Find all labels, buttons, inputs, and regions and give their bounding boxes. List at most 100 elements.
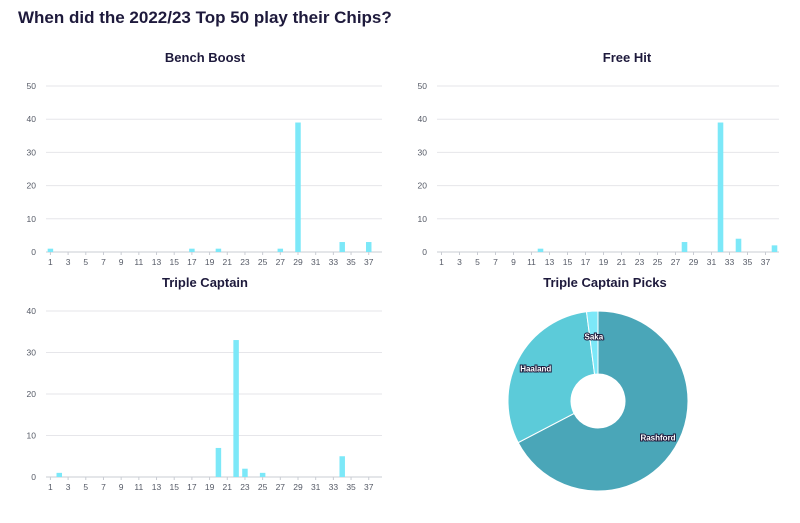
y-tick-label: 0 (422, 247, 427, 257)
x-tick-label: 1 (48, 482, 53, 492)
bar-12 (537, 248, 544, 252)
x-tick-label: 25 (258, 257, 268, 267)
chart-title: Triple Captain Picks (543, 275, 667, 290)
y-tick-label: 30 (27, 147, 37, 157)
x-tick-label: 35 (743, 257, 753, 267)
pie-label: Haaland (520, 365, 551, 374)
bar-20 (215, 248, 222, 252)
x-tick-label: 15 (169, 257, 179, 267)
bar-29 (295, 122, 301, 253)
y-tick-label: 30 (418, 147, 428, 157)
x-tick-label: 13 (545, 257, 555, 267)
bar-25 (259, 472, 266, 477)
y-tick-label: 20 (27, 389, 37, 399)
x-tick-label: 7 (493, 257, 498, 267)
bar-17 (189, 248, 195, 252)
x-tick-label: 17 (187, 482, 197, 492)
chart-title: Bench Boost (165, 50, 246, 65)
x-tick-label: 13 (152, 257, 162, 267)
x-tick-label: 35 (346, 482, 356, 492)
x-tick-label: 29 (293, 257, 303, 267)
bar-27 (277, 248, 284, 252)
y-tick-label: 10 (27, 214, 37, 224)
x-tick-label: 21 (223, 482, 233, 492)
x-tick-label: 27 (276, 257, 286, 267)
pie-slice-rashford (517, 310, 689, 492)
pie-label: Rashford (640, 433, 675, 442)
chart-title: Free Hit (603, 50, 652, 65)
x-tick-label: 5 (83, 482, 88, 492)
x-tick-label: 31 (311, 482, 321, 492)
x-tick-label: 37 (364, 257, 374, 267)
x-tick-label: 25 (653, 257, 663, 267)
x-tick-label: 1 (439, 257, 444, 267)
x-tick-label: 19 (205, 257, 215, 267)
bar-23 (242, 468, 248, 477)
x-tick-label: 5 (475, 257, 480, 267)
y-tick-label: 40 (27, 114, 37, 124)
y-tick-label: 20 (27, 181, 37, 191)
x-tick-label: 31 (311, 257, 321, 267)
bar-32 (717, 122, 724, 253)
x-tick-label: 23 (635, 257, 645, 267)
pie-slice-saka (585, 310, 599, 375)
y-tick-label: 0 (31, 247, 36, 257)
x-tick-label: 21 (617, 257, 627, 267)
x-tick-label: 27 (671, 257, 681, 267)
x-tick-label: 31 (707, 257, 717, 267)
x-tick-label: 15 (169, 482, 179, 492)
y-tick-label: 50 (27, 81, 37, 91)
bar-37 (365, 242, 372, 252)
x-tick-label: 17 (187, 257, 197, 267)
bar-28 (681, 242, 688, 252)
pie-slice-haaland (507, 311, 596, 444)
x-tick-label: 29 (293, 482, 303, 492)
bar-34 (339, 242, 345, 252)
x-tick-label: 17 (581, 257, 591, 267)
bar-38 (771, 245, 778, 252)
x-tick-label: 1 (48, 257, 53, 267)
x-tick-label: 21 (223, 257, 233, 267)
x-tick-label: 27 (276, 482, 286, 492)
x-tick-label: 3 (66, 482, 71, 492)
bar-2 (56, 472, 63, 477)
bar-34 (735, 238, 742, 252)
pie-label: Saka (585, 332, 604, 341)
bar-20 (215, 447, 222, 477)
x-tick-label: 23 (240, 257, 250, 267)
x-tick-label: 3 (457, 257, 462, 267)
y-tick-label: 10 (27, 431, 37, 441)
x-tick-label: 13 (152, 482, 162, 492)
y-tick-label: 50 (418, 81, 428, 91)
y-tick-label: 40 (27, 306, 37, 316)
x-tick-label: 11 (527, 257, 536, 267)
x-tick-label: 11 (134, 482, 143, 492)
x-tick-label: 19 (599, 257, 609, 267)
x-tick-label: 25 (258, 482, 268, 492)
y-tick-label: 40 (418, 114, 428, 124)
x-tick-label: 33 (329, 482, 339, 492)
pie-chart: Triple Captain Picks Rashford Haaland Saka (507, 275, 689, 492)
x-tick-label: 19 (205, 482, 215, 492)
x-tick-label: 37 (761, 257, 771, 267)
x-tick-label: 5 (83, 257, 88, 267)
x-tick-label: 15 (563, 257, 573, 267)
x-tick-label: 37 (364, 482, 374, 492)
x-tick-label: 33 (725, 257, 735, 267)
x-tick-label: 35 (346, 257, 356, 267)
x-tick-label: 11 (134, 257, 143, 267)
x-tick-label: 33 (329, 257, 339, 267)
y-tick-label: 0 (31, 472, 36, 482)
x-tick-label: 23 (240, 482, 250, 492)
x-tick-label: 9 (119, 257, 124, 267)
bar-22 (233, 340, 239, 477)
y-tick-label: 10 (418, 214, 428, 224)
x-tick-label: 9 (511, 257, 516, 267)
bar-1 (47, 248, 54, 252)
x-tick-label: 9 (119, 482, 124, 492)
page-title: When did the 2022/23 Top 50 play their C… (18, 8, 392, 27)
